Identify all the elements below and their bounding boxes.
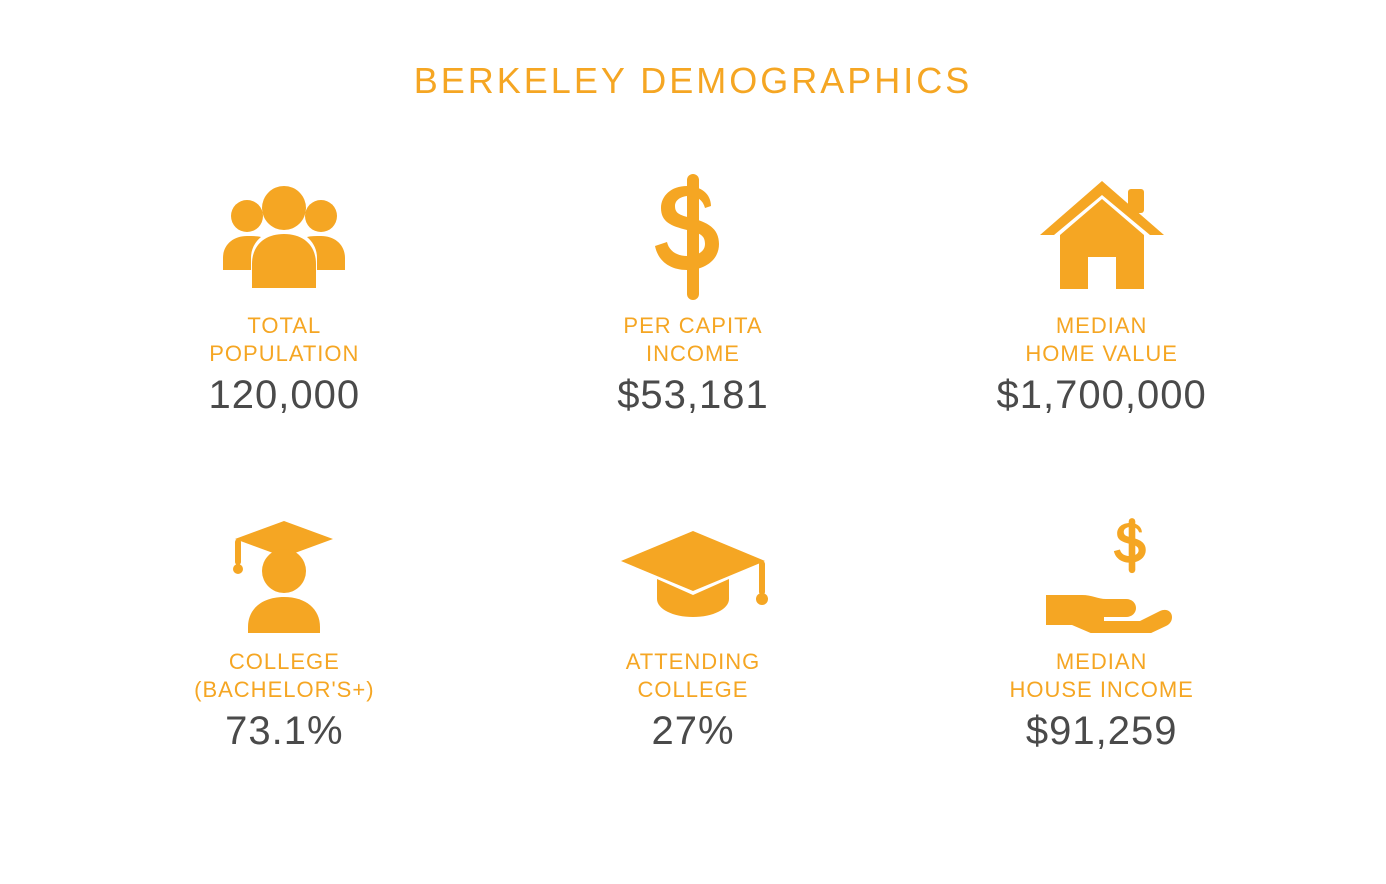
stat-college-bachelors: COLLEGE (BACHELOR'S+) 73.1% — [194, 508, 374, 754]
stat-value: 120,000 — [209, 373, 361, 418]
stats-grid: TOTAL POPULATION 120,000 PER CAPITA INCO… — [100, 172, 1286, 754]
stat-value: $53,181 — [617, 373, 769, 418]
stat-label: COLLEGE (BACHELOR'S+) — [194, 648, 374, 703]
stat-median-home-value: MEDIAN HOME VALUE $1,700,000 — [997, 172, 1207, 418]
stat-value: 27% — [651, 709, 734, 754]
stat-median-house-income: MEDIAN HOUSE INCOME $91,259 — [1009, 508, 1193, 754]
stat-label: MEDIAN HOUSE INCOME — [1009, 648, 1193, 703]
cap-icon — [613, 508, 773, 638]
stat-value: $1,700,000 — [997, 373, 1207, 418]
graduate-icon — [219, 508, 349, 638]
dollar-icon — [653, 172, 733, 302]
people-icon — [209, 172, 359, 302]
stat-value: $91,259 — [1026, 709, 1178, 754]
stat-attending-college: ATTENDING COLLEGE 27% — [613, 508, 773, 754]
stat-label: PER CAPITA INCOME — [623, 312, 762, 367]
infographic-title: BERKELEY DEMOGRAPHICS — [100, 60, 1286, 102]
hand-dollar-icon — [1032, 508, 1172, 638]
stat-label: TOTAL POPULATION — [209, 312, 359, 367]
stat-label: ATTENDING COLLEGE — [626, 648, 760, 703]
stat-per-capita-income: PER CAPITA INCOME $53,181 — [617, 172, 769, 418]
stat-value: 73.1% — [225, 709, 343, 754]
house-icon — [1032, 172, 1172, 302]
stat-label: MEDIAN HOME VALUE — [1025, 312, 1178, 367]
stat-total-population: TOTAL POPULATION 120,000 — [209, 172, 361, 418]
